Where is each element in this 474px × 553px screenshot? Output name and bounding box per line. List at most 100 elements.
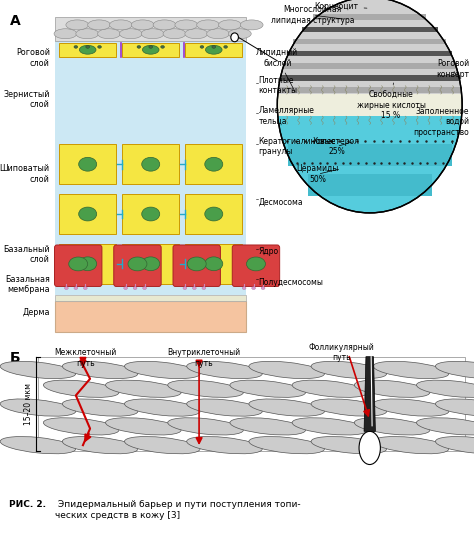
- Bar: [287, 51, 452, 56]
- Ellipse shape: [106, 418, 181, 435]
- Ellipse shape: [436, 436, 474, 454]
- Ellipse shape: [64, 286, 68, 290]
- Text: Базальная
мембрана: Базальная мембрана: [5, 275, 50, 295]
- Text: Ядро: Ядро: [258, 247, 278, 256]
- Ellipse shape: [185, 29, 208, 39]
- Ellipse shape: [246, 257, 265, 271]
- Ellipse shape: [373, 399, 449, 416]
- Text: Фолликулярный
путь: Фолликулярный путь: [309, 343, 374, 362]
- Ellipse shape: [142, 257, 160, 271]
- Ellipse shape: [131, 20, 154, 30]
- Ellipse shape: [168, 380, 243, 398]
- Ellipse shape: [200, 45, 204, 48]
- Ellipse shape: [417, 380, 474, 398]
- Ellipse shape: [197, 20, 219, 30]
- Text: Роговой
конверт: Роговой конверт: [436, 59, 469, 79]
- Text: Ламеллярные
тельца: Ламеллярные тельца: [258, 106, 314, 126]
- FancyBboxPatch shape: [55, 17, 246, 41]
- Ellipse shape: [0, 361, 76, 379]
- Ellipse shape: [311, 436, 387, 454]
- Ellipse shape: [230, 418, 306, 435]
- Ellipse shape: [79, 45, 96, 54]
- Text: Заполненное
водой
пространство: Заполненное водой пространство: [413, 107, 469, 144]
- Ellipse shape: [163, 29, 186, 39]
- Bar: [301, 27, 438, 32]
- Bar: [308, 174, 431, 196]
- FancyBboxPatch shape: [114, 245, 161, 286]
- Text: Холестерол
25%: Холестерол 25%: [313, 137, 360, 156]
- Text: Шиповатый
слой: Шиповатый слой: [0, 164, 50, 184]
- Text: Межклеточный
путь: Межклеточный путь: [54, 348, 117, 368]
- Ellipse shape: [74, 286, 78, 290]
- FancyBboxPatch shape: [55, 41, 246, 58]
- Ellipse shape: [205, 207, 223, 221]
- Text: Липидный
бислой: Липидный бислой: [256, 48, 298, 92]
- Ellipse shape: [83, 286, 87, 290]
- Ellipse shape: [187, 361, 262, 379]
- Bar: [280, 75, 460, 81]
- Text: Плотные
контакты: Плотные контакты: [258, 76, 297, 96]
- Text: Свободные
жирные кислоты
15 %: Свободные жирные кислоты 15 %: [356, 83, 426, 120]
- Ellipse shape: [153, 20, 176, 30]
- Ellipse shape: [76, 29, 99, 39]
- Ellipse shape: [206, 45, 222, 54]
- FancyBboxPatch shape: [38, 357, 465, 451]
- FancyBboxPatch shape: [59, 43, 116, 57]
- FancyBboxPatch shape: [185, 194, 242, 234]
- Ellipse shape: [219, 20, 241, 30]
- Bar: [277, 100, 462, 105]
- Ellipse shape: [137, 45, 141, 48]
- Ellipse shape: [187, 257, 206, 271]
- Text: Многослойная
липидная структура: Многослойная липидная структура: [271, 6, 355, 25]
- Text: Внутриклеточный
путь: Внутриклеточный путь: [167, 348, 240, 368]
- Ellipse shape: [252, 286, 255, 290]
- Text: Полудесмосомы: Полудесмосомы: [258, 278, 323, 286]
- Ellipse shape: [436, 399, 474, 416]
- Wedge shape: [277, 105, 462, 213]
- Ellipse shape: [66, 20, 89, 30]
- Ellipse shape: [109, 20, 132, 30]
- Ellipse shape: [133, 286, 137, 290]
- Ellipse shape: [354, 418, 430, 435]
- FancyBboxPatch shape: [122, 144, 179, 184]
- Text: Эпидермальный барьер и пути поступления топи-
ческих средств в кожу [3]: Эпидермальный барьер и пути поступления …: [55, 500, 300, 520]
- Ellipse shape: [79, 157, 97, 171]
- Ellipse shape: [98, 29, 120, 39]
- Ellipse shape: [69, 257, 88, 271]
- Bar: [293, 39, 446, 44]
- FancyBboxPatch shape: [232, 245, 280, 286]
- FancyBboxPatch shape: [59, 144, 116, 184]
- Text: Церамиды
50%: Церамиды 50%: [296, 164, 339, 184]
- FancyBboxPatch shape: [185, 144, 242, 184]
- FancyBboxPatch shape: [55, 245, 102, 286]
- Ellipse shape: [373, 436, 449, 454]
- Ellipse shape: [98, 45, 101, 48]
- Ellipse shape: [0, 436, 76, 454]
- FancyBboxPatch shape: [122, 43, 179, 57]
- Ellipse shape: [106, 380, 181, 398]
- Ellipse shape: [205, 157, 223, 171]
- Ellipse shape: [311, 399, 387, 416]
- Ellipse shape: [161, 45, 164, 48]
- Ellipse shape: [175, 20, 198, 30]
- Ellipse shape: [62, 436, 138, 454]
- Text: Роговой
слой: Роговой слой: [16, 48, 50, 68]
- Text: Корнеоцит: Корнеоцит: [315, 2, 367, 11]
- Ellipse shape: [242, 286, 246, 290]
- Ellipse shape: [143, 286, 146, 290]
- Ellipse shape: [54, 29, 77, 39]
- Ellipse shape: [436, 361, 474, 379]
- FancyBboxPatch shape: [185, 244, 242, 284]
- Ellipse shape: [224, 45, 228, 48]
- FancyBboxPatch shape: [59, 194, 116, 234]
- FancyBboxPatch shape: [55, 49, 246, 295]
- Ellipse shape: [249, 399, 325, 416]
- Ellipse shape: [125, 361, 200, 379]
- Ellipse shape: [0, 399, 76, 416]
- Ellipse shape: [205, 257, 223, 271]
- Text: Дерма: Дерма: [22, 308, 50, 317]
- Ellipse shape: [187, 436, 262, 454]
- Bar: [283, 63, 456, 69]
- Ellipse shape: [249, 361, 325, 379]
- Ellipse shape: [354, 380, 430, 398]
